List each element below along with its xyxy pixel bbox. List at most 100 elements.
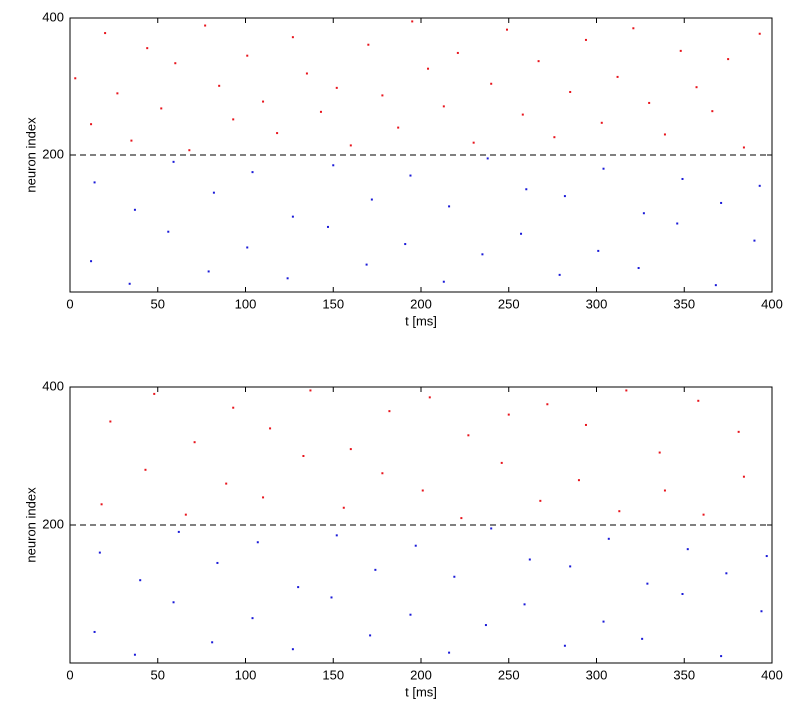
spike bbox=[381, 472, 384, 475]
spike bbox=[521, 113, 524, 116]
x-axis-label: t [ms] bbox=[405, 684, 437, 699]
spike bbox=[500, 461, 503, 464]
spike bbox=[305, 72, 308, 75]
spike bbox=[558, 273, 561, 276]
spike bbox=[388, 410, 391, 413]
spike bbox=[146, 47, 149, 50]
spike bbox=[349, 448, 352, 451]
spike bbox=[563, 195, 566, 198]
spike bbox=[414, 544, 417, 547]
spike bbox=[90, 123, 93, 126]
spike bbox=[456, 51, 459, 54]
spike bbox=[225, 482, 228, 485]
spike bbox=[184, 513, 187, 516]
spike bbox=[332, 164, 335, 167]
spike bbox=[374, 568, 377, 571]
spike bbox=[369, 634, 372, 637]
spike bbox=[537, 60, 540, 63]
spike bbox=[204, 24, 207, 27]
spike bbox=[695, 86, 698, 89]
spike bbox=[349, 144, 352, 147]
spike bbox=[188, 149, 191, 152]
spike bbox=[648, 101, 651, 104]
spike bbox=[98, 551, 101, 554]
spike bbox=[676, 222, 679, 225]
spike bbox=[523, 603, 526, 606]
spike bbox=[153, 392, 156, 395]
y-axis-label: neuron index bbox=[23, 117, 38, 193]
spike bbox=[584, 423, 587, 426]
spike bbox=[600, 121, 603, 124]
spike bbox=[365, 263, 368, 266]
spike bbox=[130, 139, 133, 142]
spike bbox=[727, 58, 730, 61]
spike bbox=[421, 489, 424, 492]
spike bbox=[597, 249, 600, 252]
spike bbox=[577, 479, 580, 482]
spike bbox=[291, 36, 294, 39]
spike bbox=[262, 100, 265, 103]
y-tick-label: 400 bbox=[42, 9, 64, 24]
spike bbox=[490, 82, 493, 85]
spike bbox=[211, 641, 214, 644]
spike bbox=[553, 136, 556, 139]
spike bbox=[569, 565, 572, 568]
spike bbox=[453, 575, 456, 578]
spike bbox=[174, 62, 177, 65]
spike bbox=[711, 110, 714, 113]
spike bbox=[525, 188, 528, 191]
x-tick-label: 400 bbox=[761, 296, 783, 311]
x-tick-label: 100 bbox=[235, 667, 257, 682]
y-tick-label: 400 bbox=[42, 378, 64, 393]
spike bbox=[193, 441, 196, 444]
spike bbox=[172, 160, 175, 163]
y-tick-label: 200 bbox=[42, 146, 64, 161]
spike bbox=[758, 32, 761, 35]
x-tick-label: 100 bbox=[235, 296, 257, 311]
spike bbox=[427, 67, 430, 70]
spike bbox=[641, 637, 644, 640]
x-tick-label: 150 bbox=[322, 667, 344, 682]
spike bbox=[297, 586, 300, 589]
spike bbox=[109, 420, 112, 423]
spike bbox=[602, 620, 605, 623]
spike bbox=[302, 455, 305, 457]
spike bbox=[216, 561, 219, 564]
spike bbox=[663, 133, 666, 136]
spike bbox=[679, 49, 682, 52]
spike bbox=[409, 174, 412, 177]
spike bbox=[291, 215, 294, 218]
spike bbox=[686, 548, 689, 551]
spike bbox=[144, 468, 147, 471]
spike bbox=[460, 517, 463, 520]
spike bbox=[618, 510, 621, 513]
spike bbox=[520, 232, 523, 235]
spike bbox=[409, 613, 412, 616]
spike bbox=[232, 118, 235, 121]
spike bbox=[93, 181, 96, 184]
spike bbox=[286, 277, 289, 280]
spike bbox=[546, 403, 549, 406]
spike bbox=[381, 94, 384, 97]
spike bbox=[172, 601, 175, 604]
spike bbox=[720, 201, 723, 204]
spike bbox=[330, 596, 333, 599]
spike bbox=[632, 27, 635, 30]
spike bbox=[569, 90, 572, 93]
spike bbox=[442, 105, 445, 108]
x-tick-label: 200 bbox=[410, 296, 432, 311]
spike bbox=[90, 260, 93, 263]
spike bbox=[246, 246, 249, 249]
spike bbox=[658, 451, 661, 454]
spike bbox=[74, 77, 77, 80]
spike bbox=[276, 132, 279, 135]
spike bbox=[116, 92, 119, 95]
spike bbox=[262, 496, 265, 499]
spike bbox=[139, 579, 142, 582]
spike bbox=[448, 651, 451, 654]
x-tick-label: 400 bbox=[761, 667, 783, 682]
spike bbox=[737, 430, 740, 433]
x-tick-label: 0 bbox=[66, 296, 73, 311]
spike bbox=[411, 20, 414, 23]
x-tick-label: 0 bbox=[66, 667, 73, 682]
